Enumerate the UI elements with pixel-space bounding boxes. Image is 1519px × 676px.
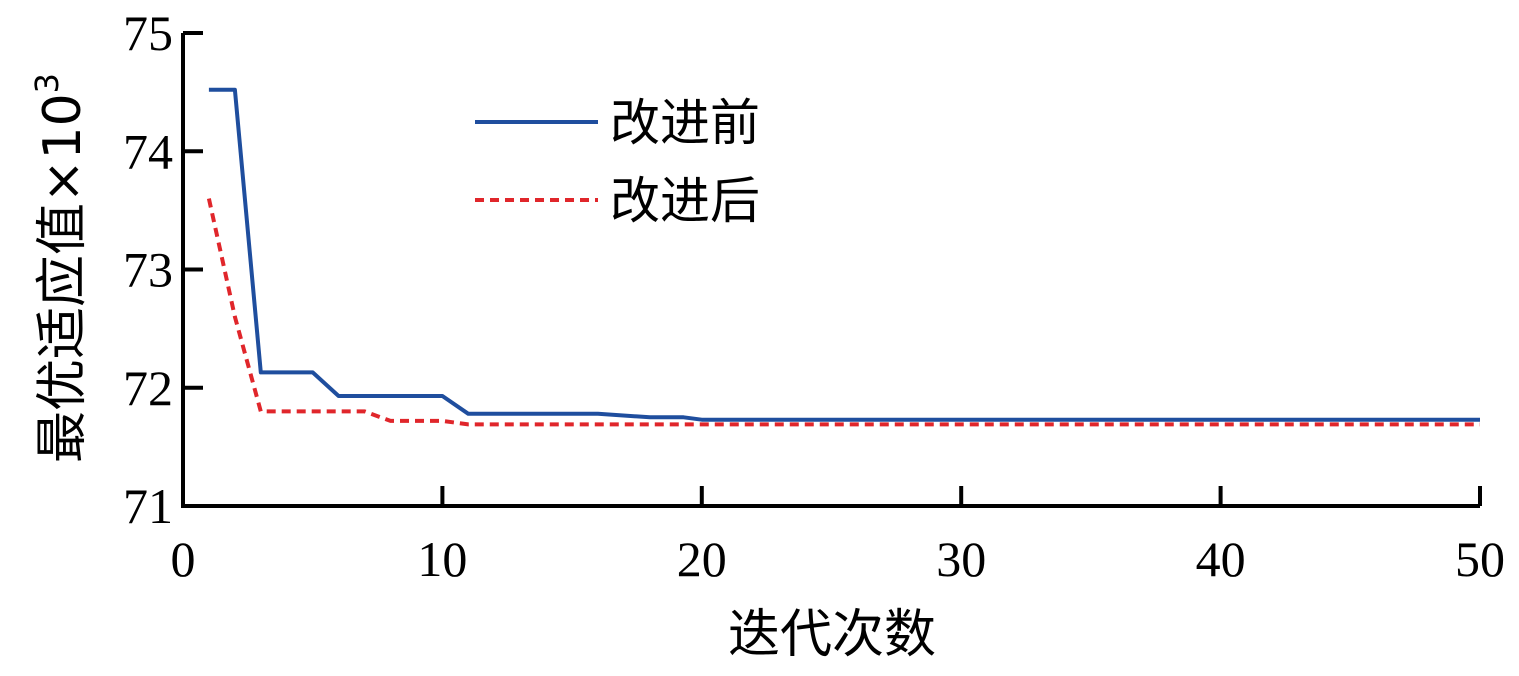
series-line-2 <box>206 198 1480 427</box>
y-axis-title: 最优适应值×103 <box>28 73 93 463</box>
x-tick-label: 50 <box>1455 531 1505 587</box>
legend-label-2: 改进后 <box>610 172 760 230</box>
y-tick-label: 75 <box>123 5 173 61</box>
legend-label-1: 改进前 <box>610 94 760 152</box>
y-tick-label: 73 <box>123 242 173 298</box>
x-tick-label: 40 <box>1196 531 1246 587</box>
y-tick-label: 72 <box>123 360 173 416</box>
axes <box>181 33 1480 508</box>
y-tick-label: 74 <box>123 123 173 179</box>
series-group <box>206 87 1480 427</box>
y-tick-label: 71 <box>123 478 173 534</box>
x-tick-label: 0 <box>171 531 196 587</box>
series-line-1 <box>208 87 1480 422</box>
y-axis-title-main: 最优适应值×10 <box>33 93 93 463</box>
x-ticks: 0 10 20 30 40 50 <box>171 486 1505 587</box>
x-axis-title: 迭代次数 <box>728 605 936 665</box>
x-tick-label: 30 <box>936 531 986 587</box>
x-tick-label: 20 <box>677 531 727 587</box>
y-axis-title-exponent: 3 <box>28 73 66 93</box>
y-ticks: 71 72 73 74 75 <box>123 5 203 534</box>
x-tick-label: 10 <box>417 531 467 587</box>
